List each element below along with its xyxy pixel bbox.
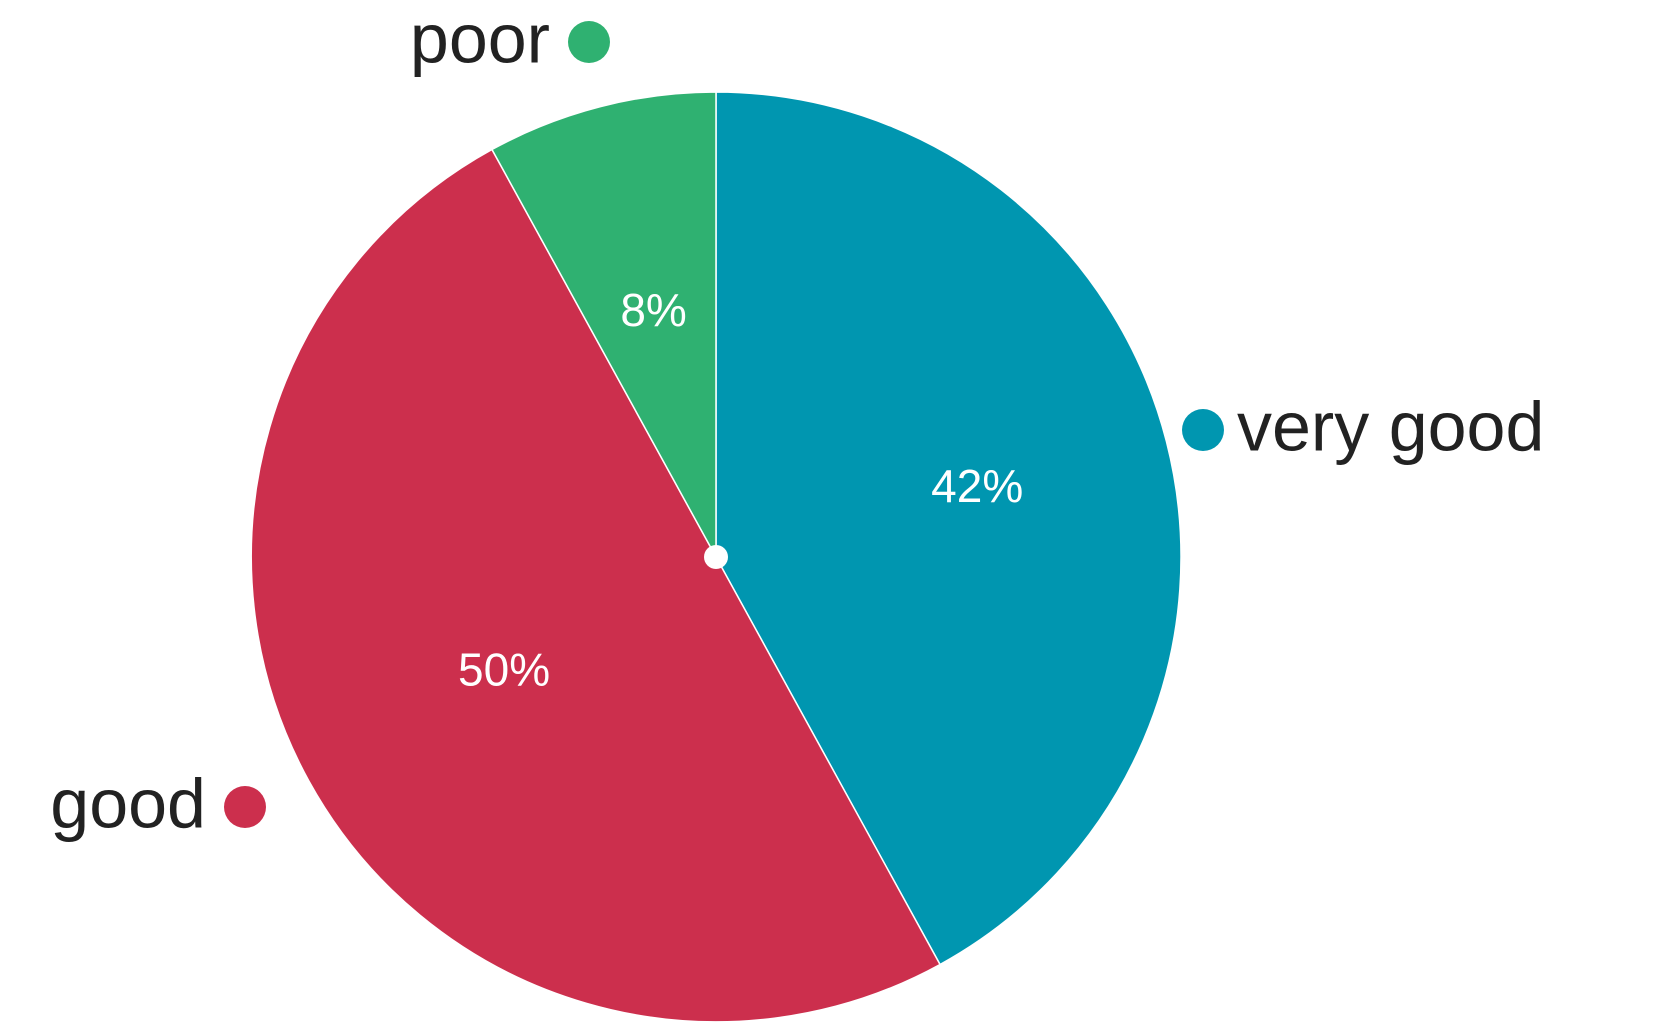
pie-slice-very-good: [715, 91, 1182, 966]
legend-label: very good: [1237, 387, 1544, 465]
legend-item-good: good: [50, 764, 266, 842]
legend-label: poor: [410, 0, 550, 77]
legend-dot-icon: [1182, 409, 1224, 451]
pie-slice-good: [250, 148, 942, 1023]
slice-value-label: 42%: [931, 460, 1023, 512]
legend-dot-icon: [568, 21, 610, 63]
legend-item-very-good: very good: [1182, 387, 1544, 465]
legend-layer: very good good poor: [50, 0, 1544, 842]
slice-value-label: 50%: [458, 644, 550, 696]
slice-labels-layer: 42% 50% 8%: [458, 284, 1023, 696]
legend-dot-icon: [224, 786, 266, 828]
center-dot: [704, 545, 728, 569]
legend-label: good: [50, 764, 206, 842]
slice-value-label: 8%: [620, 284, 686, 336]
slices-layer: [250, 91, 1182, 1023]
pie-slice-poor: [490, 91, 717, 558]
legend-item-poor: poor: [410, 0, 610, 77]
